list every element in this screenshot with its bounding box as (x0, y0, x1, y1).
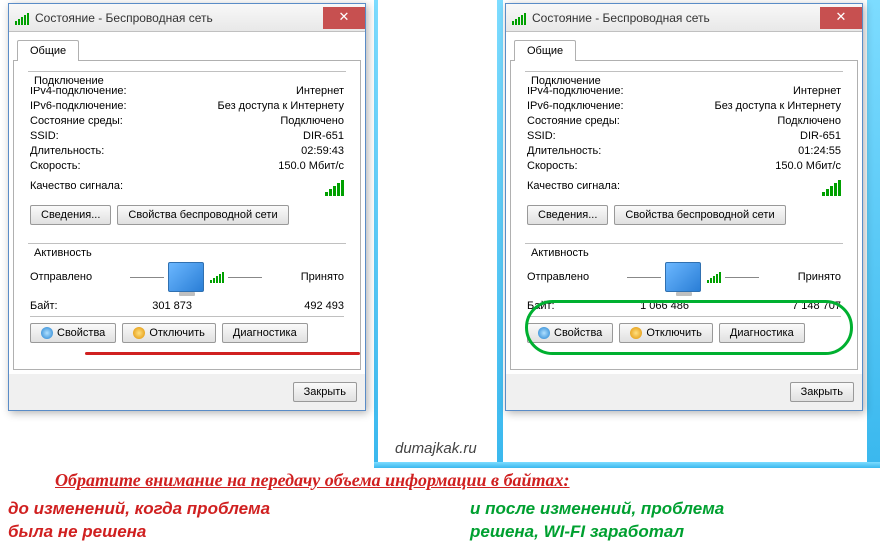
duration-label: Длительность: (527, 145, 601, 157)
duration-label: Длительность: (30, 145, 104, 157)
left-caption: до изменений, когда проблемабыла не реше… (8, 498, 270, 544)
sent-label: Отправлено (30, 271, 92, 283)
dash-line (228, 277, 262, 278)
signal-quality-label: Качество сигнала: (527, 180, 620, 199)
ipv4-value: Интернет (793, 85, 841, 97)
desktop-strip (374, 462, 880, 468)
speed-value: 150.0 Мбит/с (278, 160, 344, 172)
gear-icon (133, 327, 145, 339)
ssid-label: SSID: (527, 130, 556, 142)
tab-general[interactable]: Общие (17, 40, 79, 61)
signal-quality-icon (325, 180, 344, 196)
wireless-properties-button[interactable]: Свойства беспроводной сети (117, 205, 288, 225)
properties-button[interactable]: Свойства (30, 323, 116, 343)
media-state-label: Состояние среды: (527, 115, 620, 127)
details-button[interactable]: Сведения... (30, 205, 111, 225)
tab-general[interactable]: Общие (514, 40, 576, 61)
monitors-icon (168, 262, 204, 292)
bytes-sent-value: 301 873 (90, 300, 192, 312)
bytes-label: Байт: (30, 300, 90, 312)
speed-value: 150.0 Мбит/с (775, 160, 841, 172)
connection-section-label: Подключение (30, 75, 108, 87)
green-annotation-circle (525, 300, 853, 355)
wifi-signal-icon (15, 11, 29, 25)
ssid-value: DIR-651 (800, 130, 841, 142)
monitors-icon (665, 262, 701, 292)
window-title: Состояние - Беспроводная сеть (35, 11, 323, 25)
ssid-label: SSID: (30, 130, 59, 142)
close-dialog-button[interactable]: Закрыть (293, 382, 357, 402)
activity-section-label: Активность (527, 247, 593, 259)
close-button[interactable]: ✕ (820, 7, 862, 29)
media-state-value: Подключено (777, 115, 841, 127)
dash-line (627, 277, 661, 278)
speed-label: Скорость: (30, 160, 81, 172)
right-caption: и после изменений, проблемарешена, WI-FI… (470, 498, 724, 544)
ipv6-label: IPv6-подключение: (527, 100, 624, 112)
ipv6-value: Без доступа к Интернету (714, 100, 841, 112)
headline-text: Обратите внимание на передачу объема инф… (55, 470, 570, 491)
media-state-value: Подключено (280, 115, 344, 127)
duration-value: 01:24:55 (798, 145, 841, 157)
ipv4-value: Интернет (296, 85, 344, 97)
wifi-signal-icon (512, 11, 526, 25)
media-state-label: Состояние среды: (30, 115, 123, 127)
ipv6-value: Без доступа к Интернету (217, 100, 344, 112)
activity-section-label: Активность (30, 247, 96, 259)
activity-signal-icon (707, 271, 721, 283)
received-label: Принято (301, 271, 344, 283)
connection-section-label: Подключение (527, 75, 605, 87)
wifi-status-window: Состояние - Беспроводная сеть ✕ Общие По… (8, 3, 366, 411)
bytes-received-value: 492 493 (242, 300, 344, 312)
close-dialog-button[interactable]: Закрыть (790, 382, 854, 402)
diagnose-button[interactable]: Диагностика (222, 323, 308, 343)
dash-line (130, 277, 164, 278)
details-button[interactable]: Сведения... (527, 205, 608, 225)
close-button[interactable]: ✕ (323, 7, 365, 29)
desktop-strip (867, 0, 880, 465)
speed-label: Скорость: (527, 160, 578, 172)
sent-label: Отправлено (527, 271, 589, 283)
red-annotation-line (85, 352, 360, 355)
duration-value: 02:59:43 (301, 145, 344, 157)
signal-quality-label: Качество сигнала: (30, 180, 123, 199)
watermark-text: dumajkak.ru (395, 440, 477, 457)
desktop-strip (374, 0, 378, 465)
signal-quality-icon (822, 180, 841, 196)
ipv6-label: IPv6-подключение: (30, 100, 127, 112)
received-label: Принято (798, 271, 841, 283)
window-title: Состояние - Беспроводная сеть (532, 11, 820, 25)
activity-signal-icon (210, 271, 224, 283)
dash-line (725, 277, 759, 278)
gear-icon (41, 327, 53, 339)
ssid-value: DIR-651 (303, 130, 344, 142)
disable-button[interactable]: Отключить (122, 323, 216, 343)
wireless-properties-button[interactable]: Свойства беспроводной сети (614, 205, 785, 225)
desktop-strip (497, 0, 503, 465)
